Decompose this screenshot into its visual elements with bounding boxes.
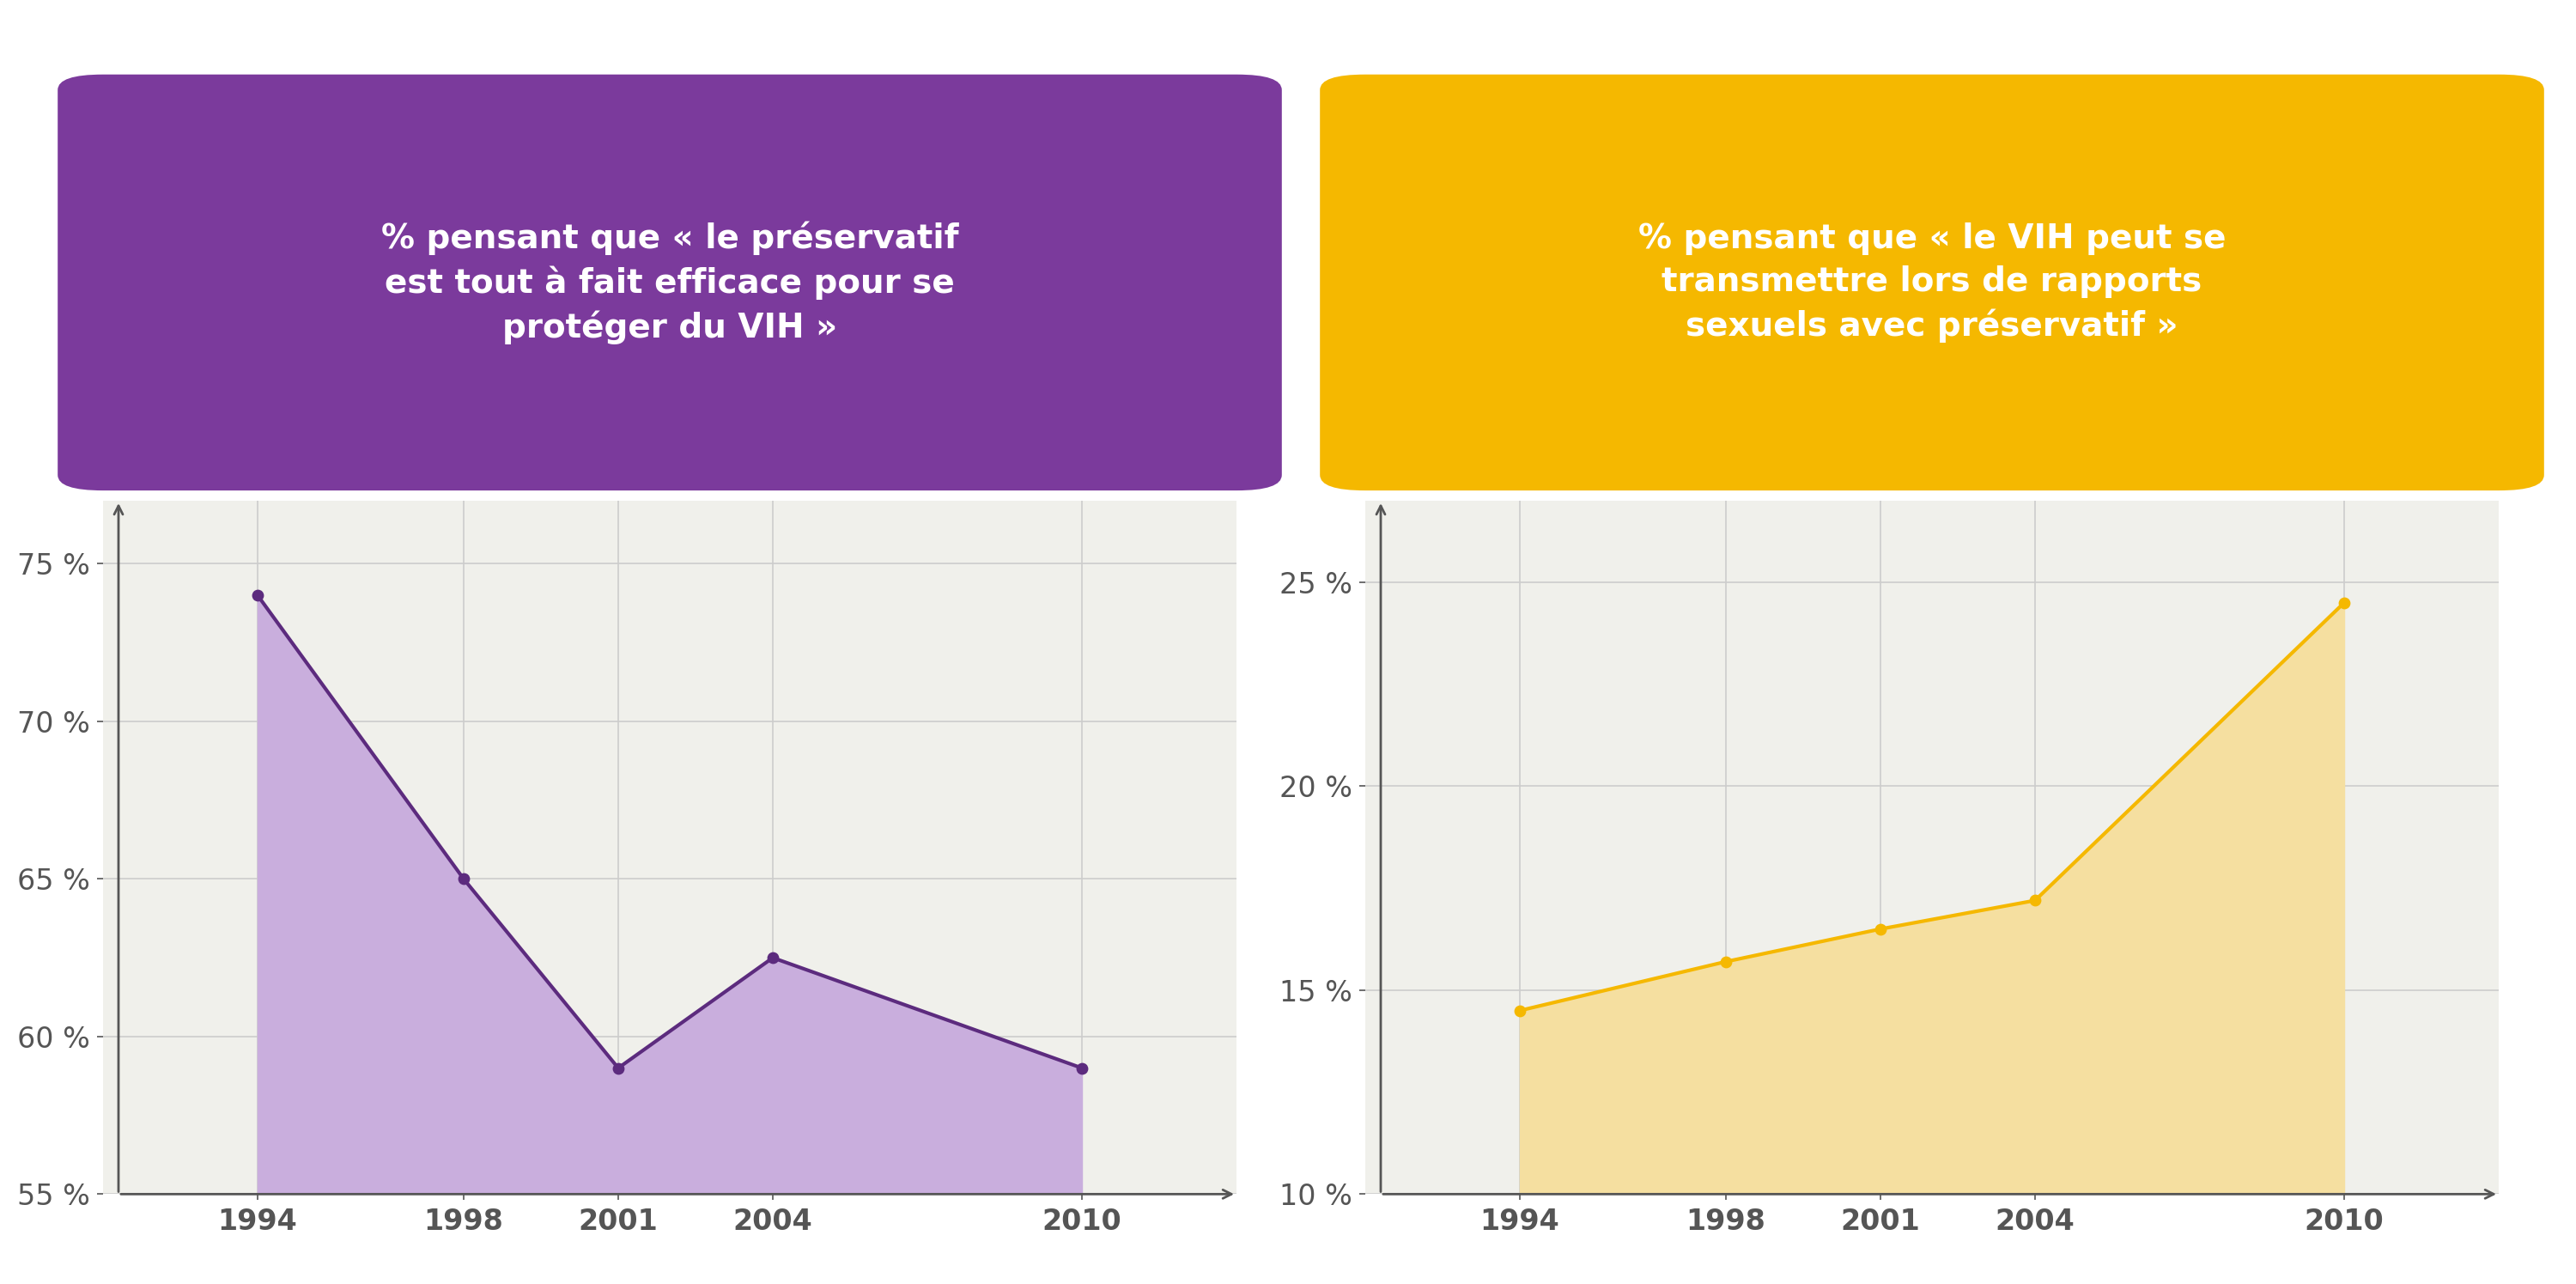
Point [752, 948, 793, 968]
Point [1705, 951, 1747, 972]
Point [1061, 1058, 1103, 1079]
Text: % pensant que « le VIH peut se
transmettre lors de rapports
sexuels avec préserv: % pensant que « le VIH peut se transmett… [1638, 222, 2226, 343]
Point [1860, 919, 1901, 940]
Point [598, 1058, 639, 1079]
Text: % pensant que « le préservatif
est tout à fait efficace pour se
protéger du VIH : % pensant que « le préservatif est tout … [381, 221, 958, 344]
Point [237, 586, 278, 606]
Point [443, 869, 484, 890]
Point [2014, 890, 2056, 910]
FancyBboxPatch shape [57, 74, 1283, 490]
FancyBboxPatch shape [1319, 74, 2545, 490]
Point [1499, 1000, 1540, 1021]
Point [2324, 592, 2365, 612]
